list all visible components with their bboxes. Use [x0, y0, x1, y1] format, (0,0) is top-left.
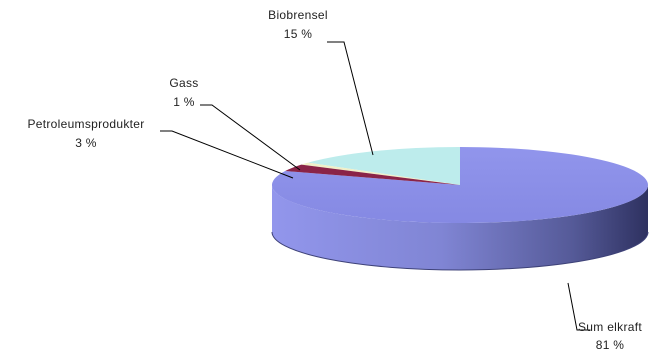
- slice-value-petroleumsprodukter: 3 %: [75, 136, 97, 150]
- slice-value-sum-elkraft: 81 %: [596, 338, 625, 352]
- pie-slices: [272, 147, 648, 223]
- slice-name-biobrensel: Biobrensel: [268, 8, 328, 22]
- leader-line-gass: [200, 104, 301, 171]
- leader-line-biobrensel: [327, 41, 374, 156]
- leader-lines: [160, 41, 590, 331]
- slice-name-gass: Gass: [169, 76, 198, 90]
- pie-slice-biobrensel: [307, 147, 460, 185]
- slice-value-biobrensel: 15 %: [284, 27, 313, 41]
- pie-slice-petroleumsprodukter: [285, 164, 460, 185]
- pie-side-elkraft: [272, 185, 648, 270]
- slice-value-gass: 1 %: [173, 95, 195, 109]
- pie-slice-gass: [301, 162, 460, 185]
- pie-bottom-edge: [271, 231, 649, 271]
- slice-name-sum-elkraft: Sum elkraft: [578, 320, 642, 334]
- slice-labels: Sum elkraft 81 % Biobrensel 15 % Gass 1 % Petr…: [27, 8, 642, 352]
- slice-name-petroleumsprodukter: Petroleumsprodukter: [27, 117, 144, 131]
- pie-side-wall: [271, 185, 649, 271]
- leader-line-petroleumsprodukter: [160, 130, 294, 179]
- leader-line-sum-elkraft: [567, 282, 590, 331]
